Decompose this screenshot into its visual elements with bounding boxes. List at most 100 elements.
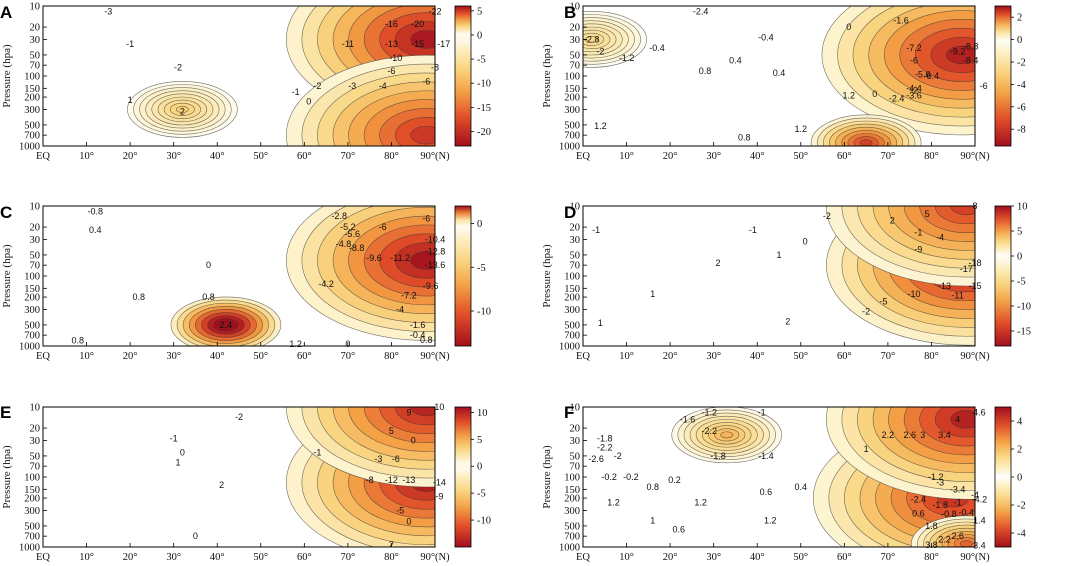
y-tick-label: 30 — [30, 35, 41, 46]
contour-label: -1.6 — [680, 414, 696, 424]
x-tick-label: 40° — [750, 552, 765, 563]
contour-label: -4.2 — [972, 495, 988, 505]
colorbar-tick-label: -15 — [477, 103, 491, 114]
x-tick-label: 30° — [166, 351, 181, 362]
contour-label: -0.2 — [601, 472, 617, 482]
x-tick-label: 30° — [166, 552, 181, 563]
contour-label: -2 — [614, 451, 622, 461]
y-tick-label: 70 — [570, 261, 581, 272]
y-tick-label: 50 — [30, 451, 41, 462]
y-axis-label: Pressure (hpa) — [1, 244, 13, 308]
contour-label: 1.2 — [607, 497, 620, 507]
x-tick-label: 90°(N) — [420, 351, 450, 362]
contour-label: -1 — [170, 433, 178, 443]
panel-F-feature-0 — [671, 407, 783, 464]
x-tick-label: 30° — [706, 351, 721, 362]
contour-label: -6 — [387, 66, 395, 76]
x-tick-label: 40° — [750, 351, 765, 362]
y-tick-label: 20 — [30, 223, 41, 234]
contour-label: -1 — [954, 497, 962, 507]
panel-B-feature-2 — [810, 114, 922, 146]
x-tick-label: 50° — [253, 351, 268, 362]
contour-label: 0.8 — [646, 482, 659, 492]
y-tick-label: 70 — [30, 462, 41, 473]
y-tick-label: 20 — [30, 424, 41, 435]
contour-label: 2.2 — [938, 534, 951, 544]
x-tick-label: 10° — [79, 552, 94, 563]
y-tick-label: 50 — [570, 50, 581, 61]
contour-label: 0.2 — [668, 475, 681, 485]
y-tick-label: 1000 — [19, 142, 40, 153]
contour-label: -6 — [379, 222, 387, 232]
y-tick-label: 200 — [564, 93, 580, 104]
y-tick-label: 10 — [30, 2, 41, 13]
x-tick-label: EQ — [36, 552, 50, 563]
x-tick-label: 20° — [663, 351, 678, 362]
panel-D: -1 -1 -2 0 1 2 1 1 2 2 5 8 -1 -4 -9 -18-17 -15 -13-11 -10 -… — [541, 201, 1031, 362]
y-tick-label: 50 — [30, 50, 41, 61]
contour-label: 9 — [406, 408, 411, 418]
colorbar-tick-label: -10 — [477, 516, 491, 527]
y-tick-label: 500 — [24, 120, 40, 131]
contour-label: -10.4 — [425, 234, 446, 244]
contour-label: -16 — [385, 19, 398, 29]
y-tick-label: 150 — [564, 284, 580, 295]
contour-label: 4.6 — [973, 408, 986, 418]
contour-label: -17 — [437, 39, 450, 49]
panel-letter: B — [564, 3, 576, 22]
y-tick-label: 100 — [24, 72, 40, 83]
contour-label: -4 — [971, 490, 979, 500]
contour-label: -9.2 — [950, 47, 966, 57]
contour-label: -2 — [862, 306, 870, 316]
x-tick-label: 90°(N) — [420, 552, 450, 563]
x-tick-label: 10° — [79, 351, 94, 362]
y-tick-label: 200 — [564, 494, 580, 505]
contour-label: -13.6 — [425, 260, 446, 270]
contour-label: 8 — [972, 201, 977, 211]
contour-label: -8 — [431, 62, 439, 72]
contour-label: 0.8 — [738, 133, 751, 143]
contour-label: 2.2 — [882, 430, 895, 440]
contour-label: 1.2 — [694, 497, 707, 507]
contour-band — [175, 105, 189, 113]
contour-label: -13 — [938, 281, 951, 291]
contour-label: -6 — [392, 454, 400, 464]
y-tick-label: 20 — [570, 223, 581, 234]
colorbar-tick-label: -10 — [477, 79, 491, 90]
contour-label: -4.4 — [906, 83, 922, 93]
y-tick-label: 300 — [24, 105, 40, 116]
contour-label: -0.4 — [758, 32, 774, 42]
colorbar-tick-label: -6 — [1017, 102, 1026, 113]
contour-label: -2.4 — [693, 7, 709, 17]
contour-label: -5.2 — [340, 222, 356, 232]
panel-C-feature-1 — [170, 296, 282, 346]
contour-label: -13 — [402, 475, 415, 485]
colorbar-tick-label: -20 — [477, 127, 491, 138]
y-tick-label: 200 — [24, 293, 40, 304]
y-tick-label: 70 — [30, 61, 41, 72]
contour-label: -18 — [968, 258, 981, 268]
y-tick-label: 20 — [570, 424, 581, 435]
contour-band — [720, 431, 734, 439]
y-tick-label: 200 — [24, 494, 40, 505]
contour-label: -4.8 — [336, 239, 352, 249]
x-tick-label: EQ — [576, 151, 590, 162]
panel-C: -0.80.4-2.8-5.2 -6-6-4.8-5.6-8.8-9.6 -11.2… — [0, 202, 491, 363]
panel-B-feature-0 — [821, 6, 975, 136]
contour-label: 1.2 — [764, 516, 777, 526]
contour-label: -12.8 — [425, 247, 446, 257]
panel-A-feature-2 — [127, 81, 238, 138]
contour-label: -14 — [433, 478, 446, 488]
contour-label: 10 — [434, 402, 444, 412]
contour-label: -4 — [936, 232, 944, 242]
contour-label: -9 — [914, 245, 922, 255]
contour-label: 0.4 — [89, 225, 102, 235]
colorbar-tick-label: -5 — [477, 263, 486, 274]
contour-label: 3.4 — [938, 430, 951, 440]
colorbar-tick-label: 10 — [1017, 202, 1028, 213]
contour-label: 0 — [406, 516, 411, 526]
colorbar-tick-label: 2 — [1017, 13, 1022, 24]
colorbar-tick-label: -4 — [1017, 529, 1026, 540]
contour-label: -4 — [379, 81, 387, 91]
x-tick-label: 90°(N) — [960, 552, 990, 563]
